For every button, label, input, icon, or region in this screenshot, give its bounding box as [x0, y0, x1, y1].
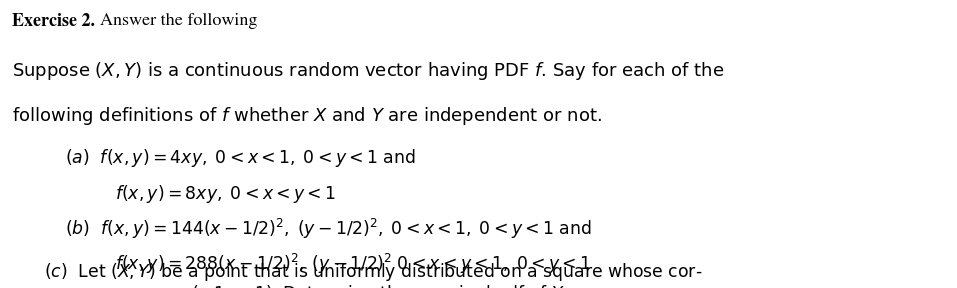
Text: $(b)$  $f(x, y) = 144(x - 1/2)^2, \; (y - 1/2)^2, \; 0 < x < 1, \; 0 < y < 1$ an: $(b)$ $f(x, y) = 144(x - 1/2)^2, \; (y -… — [65, 217, 592, 241]
Text: $(c)$  Let $(X, Y)$ be a point that is uniformly distributed on a square whose c: $(c)$ Let $(X, Y)$ be a point that is un… — [44, 261, 702, 283]
Text: ners are $(\pm 1, \pm 1)$. Determine the marginal pdf of $Y$.: ners are $(\pm 1, \pm 1)$. Determine the… — [115, 283, 568, 288]
Text: $f(x, y) = 288(x - 1/2)^2, \; (y - 1/2)^2 \; 0 < x < y < 1, \; 0 < y < 1$: $f(x, y) = 288(x - 1/2)^2, \; (y - 1/2)^… — [115, 252, 590, 276]
Text: $f(x, y) = 8xy, \; 0 < x < y < 1$: $f(x, y) = 8xy, \; 0 < x < y < 1$ — [115, 183, 336, 205]
Text: Suppose $(X, Y)$ is a continuous random vector having PDF $f$. Say for each of t: Suppose $(X, Y)$ is a continuous random … — [12, 60, 724, 82]
Text: $(a)$  $f(x, y) = 4xy, \; 0 < x < 1, \; 0 < y < 1$ and: $(a)$ $f(x, y) = 4xy, \; 0 < x < 1, \; 0… — [65, 147, 416, 169]
Text: Exercise 2.: Exercise 2. — [12, 13, 96, 30]
Text: following definitions of $f$ whether $X$ and $Y$ are independent or not.: following definitions of $f$ whether $X$… — [12, 105, 602, 126]
Text: Answer the following: Answer the following — [91, 13, 257, 29]
